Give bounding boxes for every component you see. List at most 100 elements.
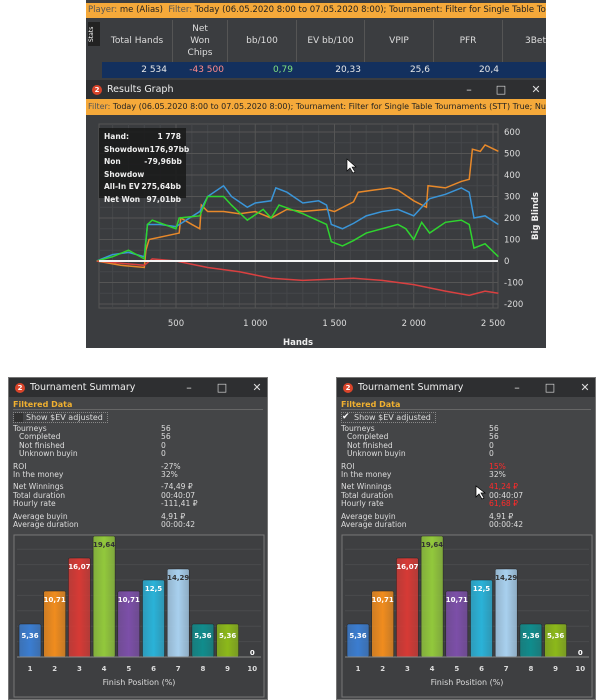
x-tick-label: 2 (380, 665, 385, 673)
col-vpip[interactable]: VPIP (365, 20, 434, 62)
summary-row: Unknown buyin 0 (337, 449, 595, 458)
bar[interactable] (92, 535, 116, 658)
bar[interactable] (494, 568, 518, 658)
player-name: me (Alias) (119, 5, 163, 15)
x-tick-label: 1 (356, 665, 361, 673)
tooltip-value: 97,01bb (146, 194, 181, 204)
row-value: 0 (161, 440, 166, 450)
show-sev-checkbox[interactable]: ✔ Show $EV adjusted (341, 412, 436, 423)
col-total-hands[interactable]: Total Hands (102, 20, 173, 62)
y-axis-label: Big Blinds (531, 192, 541, 240)
col-3bet[interactable]: 3Bet (525, 36, 546, 46)
summary-row: Average buyin 4,91 ₽ (337, 512, 595, 521)
col-pfr[interactable]: PFR (434, 20, 503, 62)
row-value: 00:40:07 (489, 490, 524, 500)
row-label: Unknown buyin (19, 449, 78, 459)
filter-text: Today (06.05.2020 8:00 to 07.05.2020 8:0… (194, 5, 546, 15)
tooltip-key: Hand: (104, 132, 130, 141)
col-net-won-chips[interactable]: Net Won Chips (173, 20, 228, 62)
maximize-icon[interactable]: □ (216, 381, 228, 394)
finish-position-bar-chart[interactable]: 5,36 1 10,71 2 16,07 3 19,64 4 10,71 5 12,5 6 14,29 7… (340, 534, 594, 699)
summary-titlebar: 2 Tournament Summary – □ ✕ (9, 378, 267, 397)
tooltip-key: Non Showdow (104, 157, 145, 179)
stats-tab[interactable]: Stats (88, 22, 100, 46)
minimize-icon[interactable]: – (514, 381, 520, 394)
stats-value: 2 534 (141, 65, 167, 75)
x-tick-label: 4 (102, 665, 107, 673)
app-badge-icon: 2 (343, 382, 353, 393)
row-label: Completed (347, 432, 389, 442)
summary-row: Average duration 00:00:42 (9, 520, 267, 529)
col-ev-bb100[interactable]: EV bb/100 (297, 20, 365, 62)
bar[interactable] (18, 623, 42, 658)
summary-row: In the money 32% (9, 470, 267, 479)
y-tick-label: 0 (504, 257, 509, 267)
results-graph-titlebar: 2 Results Graph – □ ✕ (86, 80, 546, 99)
summary-row: Unknown buyin 0 (9, 449, 267, 459)
stats-value: 25,6 (409, 65, 430, 75)
stats-value: -43 500 (189, 65, 224, 75)
y-tick-label: -100 (504, 279, 523, 289)
col-bb100[interactable]: bb/100 (228, 20, 297, 62)
summary-row: Total duration 00:40:07 (337, 490, 595, 500)
row-label: ROI (13, 461, 27, 471)
close-icon[interactable]: ✕ (580, 381, 590, 394)
stats-row[interactable] (102, 62, 546, 78)
x-tick-label: 500 (168, 319, 184, 329)
row-label: Average buyin (13, 511, 68, 521)
y-tick-label: 200 (504, 214, 520, 224)
x-tick-label: 8 (200, 665, 205, 673)
bar[interactable] (544, 623, 567, 658)
window-title: Tournament Summary (358, 382, 464, 393)
x-tick-label: 1 500 (322, 319, 346, 329)
tooltip-row: Net Won 97,01bb (104, 194, 181, 207)
bar[interactable] (216, 623, 239, 658)
bar[interactable] (346, 623, 370, 658)
minimize-icon[interactable]: – (186, 381, 192, 394)
checkbox-icon (14, 413, 23, 422)
x-tick-label: 3 (77, 665, 82, 673)
bar[interactable] (166, 568, 190, 658)
checkmark-icon: ✔ (342, 412, 350, 422)
row-value: 00:00:42 (489, 520, 524, 530)
bar-value-label: 5,36 (21, 632, 38, 640)
stats-value: 0,79 (272, 65, 293, 75)
mouse-cursor-icon (475, 485, 487, 500)
row-label: Tourneys (341, 424, 375, 433)
row-label: Not finished (19, 440, 65, 450)
tooltip-row: All-In EV 275,64bb (104, 181, 181, 194)
x-tick-label: 4 (430, 665, 435, 673)
x-axis-label: Hands (283, 338, 313, 348)
row-value: 41,24 ₽ (489, 482, 518, 492)
app-badge-icon: 2 (15, 382, 25, 393)
bar[interactable] (396, 557, 419, 658)
bar[interactable] (420, 535, 444, 658)
close-icon[interactable]: ✕ (252, 381, 262, 394)
summary-row: Total duration 00:40:07 (9, 491, 267, 500)
bar-value-label: 16,07 (68, 563, 90, 571)
tooltip-key: Showdown (104, 144, 150, 154)
summary-row: Net Winnings 41,24 ₽ (337, 482, 595, 492)
bar[interactable] (519, 623, 543, 658)
finish-position-bar-chart[interactable]: 5,36 1 10,71 2 16,07 3 19,64 4 10,71 5 12,5 6 14,29 7… (12, 534, 266, 699)
bar[interactable] (191, 623, 215, 658)
mouse-cursor-icon (346, 158, 357, 174)
minimize-icon[interactable]: – (466, 83, 472, 96)
tooltip-key: Net Won (104, 194, 141, 204)
tooltip-row: Hand: 1 778 (104, 131, 181, 144)
x-tick-label: 5 (454, 665, 459, 673)
maximize-icon[interactable]: □ (495, 83, 507, 96)
x-tick-label: 10 (575, 665, 585, 673)
x-tick-label: 3 (405, 665, 410, 673)
graph-filter-bar: Filter: Today (06.05.2020 8:00 to 07.05.… (86, 99, 546, 115)
row-label: In the money (341, 470, 392, 480)
player-filter-bar: Player: me (Alias) Filter: Today (06.05.… (86, 3, 546, 18)
tooltip-value: 275,64bb (141, 182, 181, 192)
series-line (96, 258, 499, 297)
maximize-icon[interactable]: □ (544, 381, 556, 394)
show-sev-checkbox[interactable]: Show $EV adjusted (13, 412, 108, 423)
x-tick-label: 2 500 (481, 319, 505, 329)
bar-value-label: 19,64 (93, 541, 115, 549)
bar[interactable] (68, 557, 91, 658)
close-icon[interactable]: ✕ (531, 83, 541, 96)
